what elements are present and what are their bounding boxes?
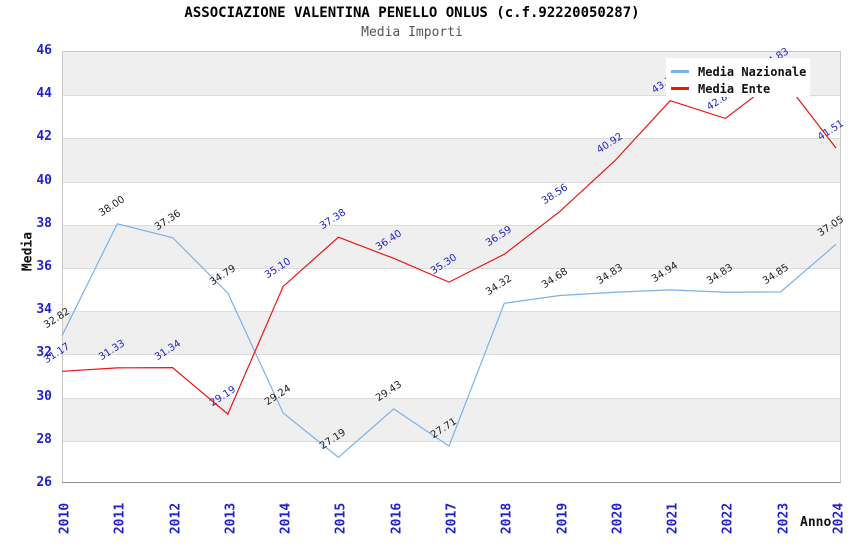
x-tick-label: 2015 [333,502,349,535]
y-tick-label: 44 [36,86,52,102]
x-tick-label: 2018 [499,502,515,535]
x-tick-label: 2017 [444,502,460,535]
x-tick-label: 2020 [610,502,626,535]
y-tick-label: 40 [36,172,52,188]
gridline [63,311,840,313]
x-axis-title: Anno [800,515,832,530]
legend: Media Nazionale Media Ente [666,58,810,97]
x-tick-label: 2019 [555,502,571,535]
plot-band [63,138,840,182]
x-tick-label: 2011 [112,502,128,535]
legend-label-nazionale: Media Nazionale [698,64,807,79]
y-tick-label: 38 [36,215,52,231]
x-tick-label: 2012 [168,502,184,535]
legend-swatch-nazionale-icon [671,70,689,73]
x-tick-label: 2024 [831,502,847,535]
legend-item-media-ente: Media Ente [671,80,810,97]
chart-subtitle: Media Importi [361,25,463,40]
x-tick-label: 2021 [665,502,681,535]
y-axis-title: Media [20,231,36,272]
gridline [63,181,840,183]
y-tick-label: 34 [36,302,52,318]
gridline [63,138,840,140]
gridline [63,440,840,442]
gridline [63,397,840,399]
y-tick-label: 28 [36,431,52,447]
legend-item-media-nazionale: Media Nazionale [671,63,810,80]
x-tick-label: 2022 [720,502,736,535]
y-tick-label: 32 [36,345,52,361]
x-tick-label: 2013 [223,502,239,535]
y-tick-label: 42 [36,129,52,145]
x-tick-label: 2010 [57,502,73,535]
y-tick-label: 26 [36,475,52,490]
chart-title: ASSOCIAZIONE VALENTINA PENELLO ONLUS (c.… [184,5,640,21]
y-tick-label: 30 [36,388,52,404]
gridline [63,224,840,226]
x-tick-label: 2014 [278,502,294,535]
y-tick-label: 46 [36,43,52,58]
y-tick-label: 36 [36,259,52,274]
gridline [63,354,840,356]
x-tick-label: 2023 [776,502,792,535]
legend-label-ente: Media Ente [698,81,771,96]
x-tick-label: 2016 [389,502,405,535]
legend-swatch-ente-icon [671,87,689,90]
